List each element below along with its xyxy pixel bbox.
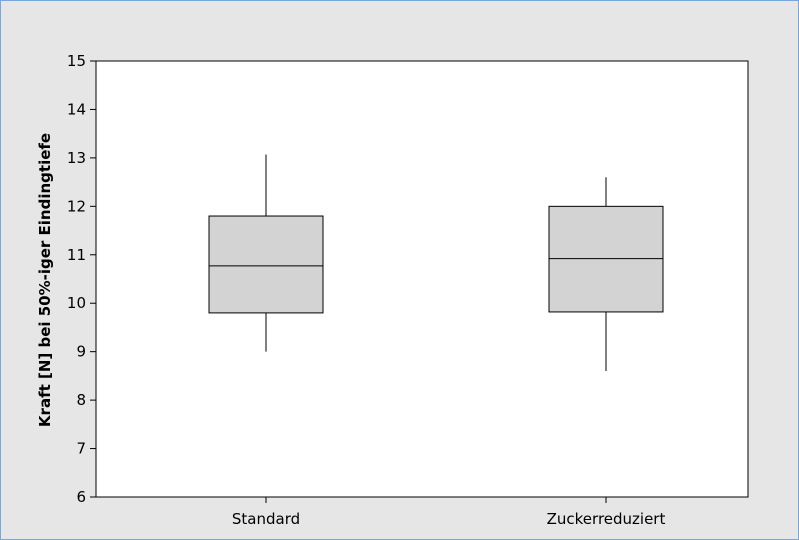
x-axis-ticks: Standard Zuckerreduziert: [232, 497, 666, 528]
y-tick-label: 12: [67, 197, 86, 215]
x-category-label: Zuckerreduziert: [547, 510, 666, 528]
y-tick-label: 10: [67, 294, 86, 312]
boxes-group: [208, 154, 664, 372]
x-category-label: Standard: [232, 510, 300, 528]
box-zuckerreduziert: [548, 177, 664, 372]
y-tick-label: 13: [67, 149, 86, 167]
y-tick-label: 15: [67, 52, 86, 70]
box-iqr: [208, 215, 324, 314]
y-tick-label: 9: [76, 343, 86, 361]
y-tick-label: 11: [67, 246, 86, 264]
y-tick-label: 14: [67, 100, 86, 118]
y-axis-label: Kraft [N] bei 50%-iger Eindingtiefe: [36, 133, 54, 427]
y-tick-label: 6: [76, 488, 86, 506]
box-standard: [208, 154, 324, 352]
y-tick-label: 8: [76, 391, 86, 409]
y-tick-label: 7: [76, 440, 86, 458]
y-axis-ticks: 6 7 8 9 10 11 12 13 14 15: [67, 52, 96, 506]
